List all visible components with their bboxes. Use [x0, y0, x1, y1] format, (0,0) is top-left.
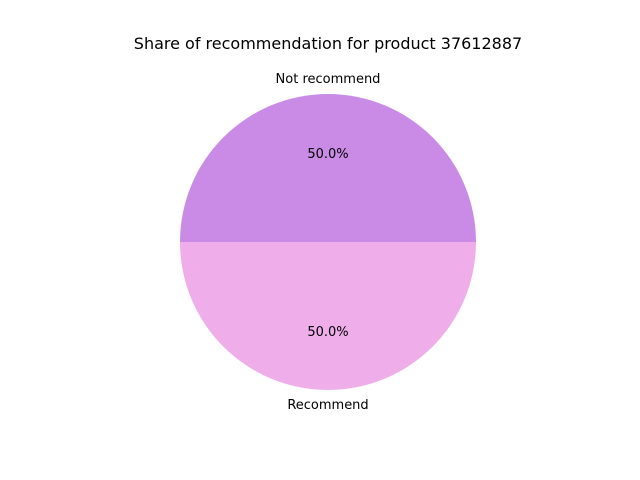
pie-category-label: Not recommend: [276, 72, 381, 87]
pie-slice-recommend: [180, 242, 476, 390]
chart-title: Share of recommendation for product 3761…: [134, 34, 522, 53]
pie-percent-label: 50.0%: [307, 147, 348, 162]
pie-labels: Not recommend 50.0% Recommend 50.0%: [276, 72, 381, 413]
pie-slices: [180, 94, 476, 390]
pie-category-label: Recommend: [287, 398, 368, 413]
pie-slice-not-recommend: [180, 94, 476, 242]
pie-percent-label: 50.0%: [307, 325, 348, 340]
